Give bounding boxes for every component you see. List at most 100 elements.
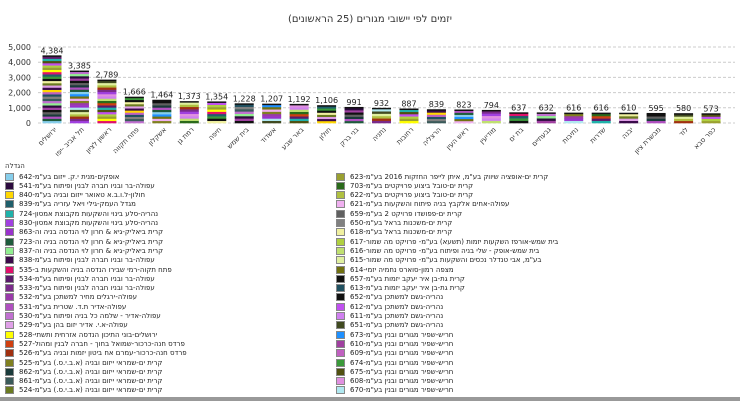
bar-segment: [674, 120, 694, 124]
bar-segment: [69, 71, 89, 75]
legend-item[interactable]: קרית ים-שמראי ייזום ובניה (א.ב.י.ס.) בע"…: [5, 358, 162, 367]
bar-segment: [42, 118, 62, 122]
bar-segment: [509, 118, 529, 121]
legend-item[interactable]: קרית ים-פפושדו פרויקט 2 בע"מ-659: [336, 209, 462, 218]
y-tick-label: 4,000: [8, 58, 31, 67]
bar-0[interactable]: [42, 55, 62, 124]
legend-item[interactable]: פרדס חנה-כרכור-שמואל בחוך - חברה לבנין ו…: [5, 339, 185, 348]
legend-item[interactable]: חריש-שפיר מגורים ובנין בע"מ-609: [336, 349, 453, 358]
legend-item[interactable]: מצפה רמון-סוארס נחמיה יזמי-614: [336, 265, 454, 274]
legend-item[interactable]: נהריה-גשם למשתכן בע"מ-612: [336, 302, 443, 311]
legend-item[interactable]: קרית ים-שמראי ייזום ובניה (א.ב.י.ס.) בע"…: [5, 386, 162, 395]
legend-swatch: [336, 219, 345, 227]
legend-item[interactable]: קרית ים-טובל ביצוע פרויקטים בע"מ-622: [336, 191, 473, 200]
bar-16[interactable]: [481, 109, 501, 124]
bar-12[interactable]: [372, 107, 392, 124]
bar-4[interactable]: [152, 99, 172, 124]
bar-23[interactable]: [674, 113, 694, 124]
bar-segment: [262, 109, 282, 112]
legend-item[interactable]: חריש-שפיר מגורים ובנין בע"מ-670: [336, 386, 453, 395]
bar-3[interactable]: [124, 96, 144, 124]
bar-13[interactable]: [399, 108, 419, 124]
legend-item[interactable]: חולון-ל.ו.ב.א טאואר ייזום ובניה בע"מ-840: [5, 191, 145, 200]
legend-item[interactable]: קרית ים-משכנות בראל בע"מ-650: [336, 219, 452, 228]
bar-segment: [701, 114, 721, 117]
bar-2[interactable]: [97, 79, 117, 124]
legend-item[interactable]: עפולה-בר ובניו חברה לבנין ופיתוח בע"מ-54…: [5, 181, 155, 190]
legend-item[interactable]: חריש-שפיר מגורים ובנין בע"מ-674: [336, 358, 453, 367]
legend-item[interactable]: ירושלים-בוני התיכון הנדסה אזרחית ותשתי-5…: [5, 330, 157, 339]
legend-label: קרית ים-אופציה שיווק בע"מ, איתן לייפר הח…: [350, 172, 549, 181]
bar-20[interactable]: [591, 112, 611, 124]
bar-segment: [426, 112, 446, 115]
bar-segment: [42, 91, 62, 95]
bar-10[interactable]: [317, 105, 337, 124]
horizontal-scrollbar[interactable]: [0, 397, 740, 401]
legend-item[interactable]: חריש-שפיר מגורים ובנין בע"מ-610: [336, 339, 453, 348]
legend-item[interactable]: מגדל העמק-גילי ויאל עזריה בע"מ-839: [5, 200, 136, 209]
legend-item[interactable]: עפולה-בר ובניו חברה לבנין ופיתוח בע"מ-53…: [5, 284, 155, 293]
legend-item[interactable]: פתח תקוה-רמי שבירו הנדסה בניה והשקעות ב-…: [5, 265, 172, 274]
legend-item[interactable]: קרית ים-משכנות בראל בע"מ-618: [336, 228, 452, 237]
legend-item[interactable]: נהריה-סלע בינוי והשקעות מקבוצת אמסון-724: [5, 209, 158, 218]
bar-top-edge: [454, 109, 474, 111]
bar-segment: [152, 102, 172, 106]
bar-24[interactable]: [701, 113, 721, 124]
legend-item[interactable]: קרית ביאליק-גיא & חרון לוי הנדסה בניה וה…: [5, 228, 163, 237]
bar-8[interactable]: [262, 103, 282, 124]
legend-item[interactable]: חריש-שפיר מגורים ובנין בע"מ-673: [336, 330, 453, 339]
legend-item[interactable]: קרית ביאליק-גיא & חרון לוי הנדסה בניה וה…: [5, 246, 163, 255]
legend-item[interactable]: פרדס חנה-כרכור-עמרם אח ביטון יזמות ובניה…: [5, 349, 187, 358]
legend-item[interactable]: חריש-שפיר מגורים ובנין בע"מ-608: [336, 377, 453, 386]
bar-19[interactable]: [564, 112, 584, 124]
legend-item[interactable]: בית שמש-אופק - שלי בניה ופיתוח בע"מ- פרו…: [336, 246, 539, 255]
legend-item[interactable]: קרית ים-שמראי ייזום ובניה (א.ב.י.ס.) בע"…: [5, 377, 162, 386]
bar-segment: [97, 107, 117, 110]
bar-15[interactable]: [454, 109, 474, 124]
legend-item[interactable]: בית שמש-אורפז השקעות יזמות (תשעא) בע"מ- …: [336, 237, 558, 246]
bar-segment: [234, 116, 254, 119]
bar-22[interactable]: [646, 112, 666, 124]
legend-item[interactable]: קרית ביאליק-גיא & חרון לוי הנדסה בניה וה…: [5, 237, 163, 246]
legend-item[interactable]: נהריה-סלע בינוי והשקעות מקבוצת אמסון-830: [5, 219, 158, 228]
legend-item[interactable]: קרית ים-שמראי ייזום ובניה (א.ב.י.ס.) בע"…: [5, 367, 162, 376]
x-tick-label: חולון: [317, 126, 333, 142]
bar-5[interactable]: [179, 101, 199, 124]
bar-6[interactable]: [207, 101, 227, 124]
bar-top-edge: [179, 101, 199, 103]
bar-18[interactable]: [536, 112, 556, 124]
bar-17[interactable]: [509, 112, 529, 124]
legend-item[interactable]: נהריה-גשם למשתכן בע"מ-652: [336, 293, 443, 302]
legend-item[interactable]: אופקים-מנית י.ק. ייזום בע"מ-642: [5, 172, 119, 181]
legend-item[interactable]: חריש-שפיר מגורים ובנין בע"מ-675: [336, 367, 453, 376]
legend-item[interactable]: עפולה-אחים אלקבץ בניה פיתוח והשקעות בע"מ…: [336, 200, 509, 209]
legend-item[interactable]: קרית גת-בן איר יעקב יזמות בע"מ-657: [336, 274, 465, 283]
legend-item[interactable]: עפולה-בר ובניו חברה לבנין ופיתוח בע"מ-53…: [5, 274, 155, 283]
bar-14[interactable]: [426, 109, 446, 124]
bar-1[interactable]: [69, 70, 89, 124]
bar-9[interactable]: [289, 103, 309, 124]
legend-item[interactable]: עפולה-אדיר ת.ד. שטרית בע"מ-531: [5, 302, 126, 311]
legend-swatch: [5, 321, 14, 330]
legend-item[interactable]: נהריה-גשם למשתכן בע"מ-651: [336, 321, 443, 330]
legend-item[interactable]: בע"מ, אבי טנדלר נכסים והשקעות בע"מ- פרוי…: [336, 256, 541, 265]
legend-item[interactable]: נהריה-גשם למשתכן בע"מ-611: [336, 312, 443, 321]
legend-item[interactable]: עפולה-א.י. אדיר יזום בהן בע"מ-529: [5, 321, 128, 330]
legend-swatch: [5, 367, 14, 376]
legend-item[interactable]: עפולה-בר ובניו חברה לבנין ופיתוח בע"מ-83…: [5, 256, 155, 265]
bar-segment: [42, 56, 62, 59]
data-label: 1,106: [315, 96, 338, 105]
legend-item[interactable]: קרית גת-בן איר יעקב יזמות בע"מ-613: [336, 284, 465, 293]
x-tick-label: ראש העין: [445, 126, 471, 152]
bar-7[interactable]: [234, 103, 254, 124]
bar-segment: [262, 113, 282, 117]
x-tick-label: חיפה: [207, 126, 223, 142]
legend-item[interactable]: עפולה-אדיר - שלמה כל בניה ופיתוח בע"מ-53…: [5, 312, 161, 321]
bar-11[interactable]: [344, 106, 364, 124]
bar-segment: [42, 87, 62, 90]
bar-21[interactable]: [619, 112, 639, 124]
bar-segment: [426, 114, 446, 117]
legend-item[interactable]: עפולה-ירגלים מחיר למשתכן בע"מ-532: [5, 293, 137, 302]
legend-item[interactable]: קרית ים-טובל ביצוע פרויקטים בע"מ-703: [336, 181, 473, 190]
legend-item[interactable]: קרית ים-אופציה שיווק בע"מ, איתן לייפר הח…: [336, 172, 548, 181]
